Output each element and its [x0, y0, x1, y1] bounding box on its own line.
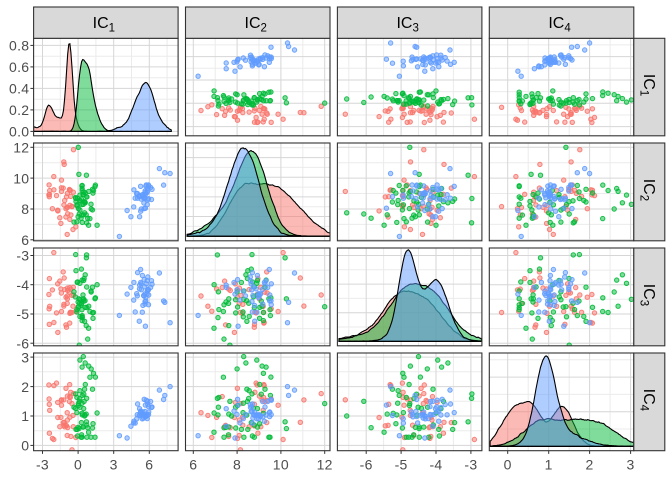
svg-text:6: 6 — [21, 232, 29, 248]
svg-text:IC4: IC4 — [548, 15, 571, 35]
svg-text:-4: -4 — [429, 457, 442, 473]
svg-text:3: 3 — [110, 457, 118, 473]
svg-text:IC3: IC3 — [637, 284, 657, 306]
svg-text:-5: -5 — [16, 306, 29, 322]
svg-text:3: 3 — [627, 457, 635, 473]
svg-text:-3: -3 — [464, 457, 477, 473]
svg-text:-5: -5 — [395, 457, 408, 473]
svg-text:-3: -3 — [36, 457, 49, 473]
svg-text:-3: -3 — [16, 248, 29, 264]
svg-text:0.4: 0.4 — [9, 81, 29, 97]
svg-text:IC3: IC3 — [396, 15, 418, 35]
svg-text:10: 10 — [13, 170, 29, 186]
svg-text:0: 0 — [504, 457, 512, 473]
svg-text:0.0: 0.0 — [9, 124, 29, 140]
svg-text:2: 2 — [21, 379, 29, 395]
svg-text:IC1: IC1 — [637, 74, 657, 96]
svg-text:0.6: 0.6 — [9, 59, 29, 75]
svg-text:1: 1 — [21, 408, 29, 424]
svg-text:IC1: IC1 — [93, 15, 115, 35]
svg-text:8: 8 — [21, 201, 29, 217]
svg-text:12: 12 — [317, 457, 333, 473]
svg-text:IC2: IC2 — [637, 179, 657, 201]
svg-text:0.8: 0.8 — [9, 38, 29, 54]
svg-text:8: 8 — [233, 457, 241, 473]
svg-text:-4: -4 — [16, 277, 29, 293]
svg-text:12: 12 — [13, 140, 29, 156]
svg-text:0: 0 — [21, 438, 29, 454]
svg-text:1: 1 — [545, 457, 553, 473]
svg-text:-6: -6 — [360, 457, 373, 473]
svg-text:6: 6 — [145, 457, 153, 473]
svg-text:0: 0 — [74, 457, 82, 473]
svg-text:3: 3 — [21, 349, 29, 365]
svg-text:-6: -6 — [16, 335, 29, 351]
svg-text:IC2: IC2 — [245, 15, 267, 35]
svg-text:2: 2 — [586, 457, 594, 473]
svg-text:IC4: IC4 — [637, 389, 657, 412]
svg-text:6: 6 — [189, 457, 197, 473]
svg-text:10: 10 — [273, 457, 289, 473]
svg-text:0.2: 0.2 — [9, 102, 29, 118]
